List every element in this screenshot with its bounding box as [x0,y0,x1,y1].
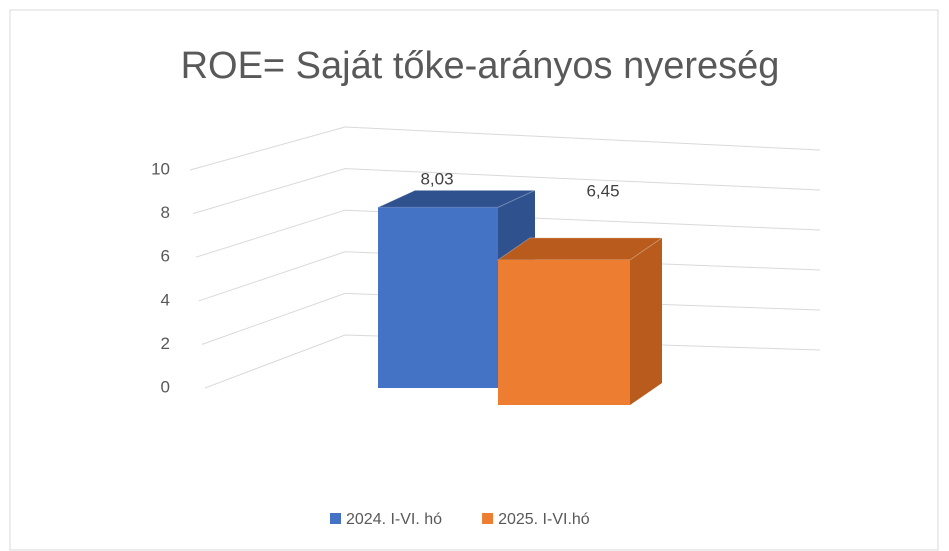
grid-line [189,126,821,171]
y-tick-label: 4 [161,290,170,309]
y-tick-label: 8 [161,203,170,222]
bar [498,259,630,405]
grid-line [192,168,821,215]
y-tick-label: 6 [161,247,170,266]
y-tick-label: 0 [161,377,170,396]
grid-line [195,209,821,258]
data-label: 6,45 [586,181,619,200]
bars: 8,03 6,45 [377,169,664,405]
y-tick-label: 10 [151,159,170,178]
legend-label: 2024. I-VI. hó [346,511,442,528]
legend-label: 2025. I-VI.hó [498,511,590,528]
legend: 2024. I-VI. hó 2025. I-VI.hó [330,511,590,528]
chart-title: ROE= Saját tőke-arányos nyereség [181,45,780,87]
bar [378,207,498,388]
bar-side [630,237,662,405]
y-tick-label: 2 [161,334,170,353]
legend-swatch [330,513,341,524]
data-label: 8,03 [420,169,453,188]
legend-swatch [482,513,494,524]
